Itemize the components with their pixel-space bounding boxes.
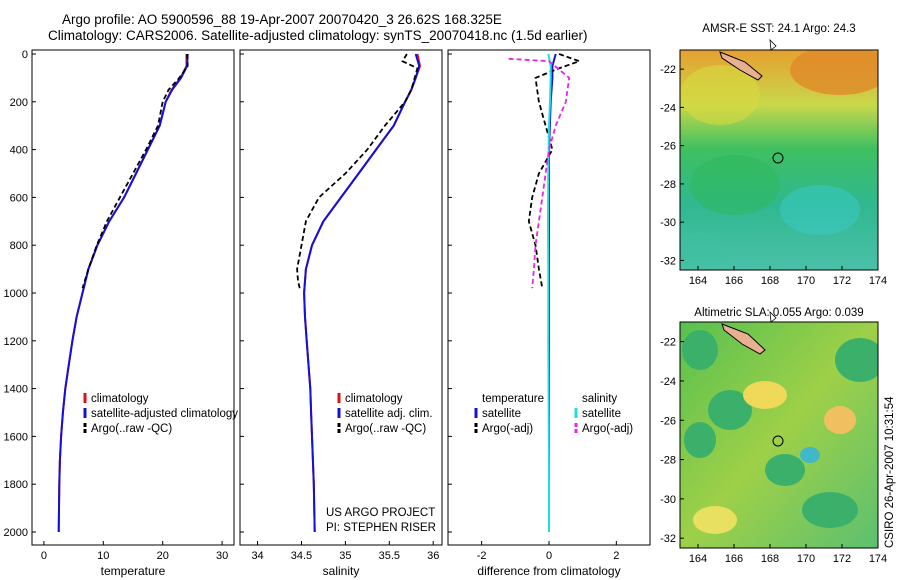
legend-diff-temp-satellite-label: satellite: [482, 408, 521, 420]
map1-xtick-label: 172: [833, 275, 851, 287]
map1-ytick-label: -32: [660, 255, 676, 267]
panel1-ytick-label: 1800: [4, 479, 28, 491]
timestamp-stamp: CSIRO 26-Apr-2007 10:31:54: [884, 396, 896, 548]
map1-xtick-label: 168: [761, 275, 779, 287]
project-annotation: US ARGO PROJECT: [326, 507, 435, 519]
legend-temp-climatology-label: climatology: [91, 393, 149, 405]
map2-ytick-label: -32: [660, 533, 676, 545]
map1-xtick-label: 164: [689, 275, 707, 287]
map2-frame: [679, 321, 879, 549]
panel1-ytick-label: 0: [22, 49, 28, 61]
sst-map: [680, 50, 878, 270]
map2-ytick-label: -26: [660, 415, 676, 427]
panel3-series-line-3: [546, 53, 552, 532]
panel3-xtick-label: 0: [546, 550, 552, 562]
map2-title: Altimetric SLA: 0.055 Argo: 0.039: [694, 307, 863, 319]
panel1-xtick-label: 20: [157, 550, 169, 562]
pi-annotation: PI: STEPHEN RISER: [326, 522, 436, 534]
map2-ytick-label: -24: [660, 376, 676, 388]
sst-map-landmass: [719, 38, 777, 81]
panel1-ytick-label: 1400: [4, 384, 28, 396]
panel1-ytick-label: 1600: [4, 431, 28, 443]
panel1-ytick-label: 1200: [4, 336, 28, 348]
panel1-ytick-label: 800: [10, 240, 28, 252]
panel3-series-line-1: [548, 53, 557, 532]
map1-xtick-label: 166: [725, 275, 743, 287]
map1-xtick-label: 170: [797, 275, 815, 287]
plot-title-line1: Argo profile: AO 5900596_88 19-Apr-2007 …: [62, 12, 502, 27]
panel3-xlabel: difference from climatology: [477, 564, 620, 578]
panel2-series-line-3: [296, 53, 419, 289]
panel1-xtick-label: 0: [41, 550, 47, 562]
sst-argo-location-marker: [772, 152, 784, 164]
panel2-series-line-2: [303, 53, 421, 533]
panel3-xtick-label: 2: [613, 550, 619, 562]
map2-xtick-label: 174: [869, 553, 887, 565]
map1-ytick-label: -28: [660, 179, 676, 191]
panel2-series-line-1: [303, 53, 422, 533]
panel1-frame: [31, 49, 235, 546]
panel2-xtick-label: 35.5: [379, 550, 400, 562]
map1-ytick-label: -24: [660, 102, 676, 114]
panel1-xtick-label: 10: [97, 550, 109, 562]
map2-xtick-label: 166: [725, 553, 743, 565]
plot-title-line2: Climatology: CARS2006. Satellite-adjuste…: [48, 28, 588, 43]
panel1-xtick-label: 30: [216, 550, 228, 562]
legend-temp-satellite-label: satellite-adjusted climatology: [91, 408, 238, 420]
map2-ytick-label: -22: [660, 337, 676, 349]
legend-diff-temp-heading: temperature: [482, 393, 544, 405]
map1-title: AMSR-E SST: 24.1 Argo: 24.3: [702, 23, 855, 35]
panel1-series-line-3: [81, 53, 189, 289]
sla-map-landmass: [721, 310, 777, 355]
panel2-xtick-label: 34: [251, 550, 263, 562]
panel1-ytick-label: 200: [10, 97, 28, 109]
panel1-xlabel: temperature: [101, 564, 166, 578]
panel2-xtick-label: 34.5: [291, 550, 312, 562]
panel2-xlabel: salinity: [323, 564, 360, 578]
legend-sal-climatology-label: climatology: [345, 393, 403, 405]
map2-xtick-label: 172: [833, 553, 851, 565]
legend-diff-sal-argo-label: Argo(-adj): [582, 423, 633, 435]
legend-diff-temp-argo-label: Argo(-adj): [482, 423, 533, 435]
sla-map: [680, 322, 878, 548]
legend-sal-argo-label: Argo(..raw -QC): [345, 423, 426, 435]
map1-ytick-label: -26: [660, 141, 676, 153]
legend-diff-sal-heading: salinity: [582, 393, 617, 405]
panel1-ytick-label: 2000: [4, 527, 28, 539]
map2-xtick-label: 164: [689, 553, 707, 565]
panel1-ytick-label: 400: [10, 145, 28, 157]
panel3-series-line-2: [527, 53, 582, 289]
panel1-series-line-2: [57, 53, 189, 533]
panel2-frame: [239, 49, 443, 546]
panel3-xtick-label: -2: [477, 550, 487, 562]
panel3-series-line-4: [508, 57, 571, 289]
map2-xtick-label: 170: [797, 553, 815, 565]
panel2-xtick-label: 35: [339, 550, 351, 562]
panel1-ytick-label: 1000: [4, 288, 28, 300]
panel2-xtick-label: 36: [427, 550, 439, 562]
map1-ytick-label: -22: [660, 64, 676, 76]
map1-xtick-label: 174: [869, 275, 887, 287]
legend-diff-sal-satellite-label: satellite: [582, 408, 621, 420]
sla-argo-location-marker: [772, 435, 784, 447]
panel1-series-line-1: [57, 54, 188, 533]
map2-xtick-label: 168: [761, 553, 779, 565]
map1-ytick-label: -30: [660, 217, 676, 229]
map2-ytick-label: -28: [660, 455, 676, 467]
legend-temp-argo-label: Argo(..raw -QC): [91, 423, 172, 435]
map2-ytick-label: -30: [660, 494, 676, 506]
panel1-ytick-label: 600: [10, 192, 28, 204]
map1-frame: [679, 49, 879, 271]
legend-sal-satellite-label: satellite adj. clim.: [345, 408, 433, 420]
